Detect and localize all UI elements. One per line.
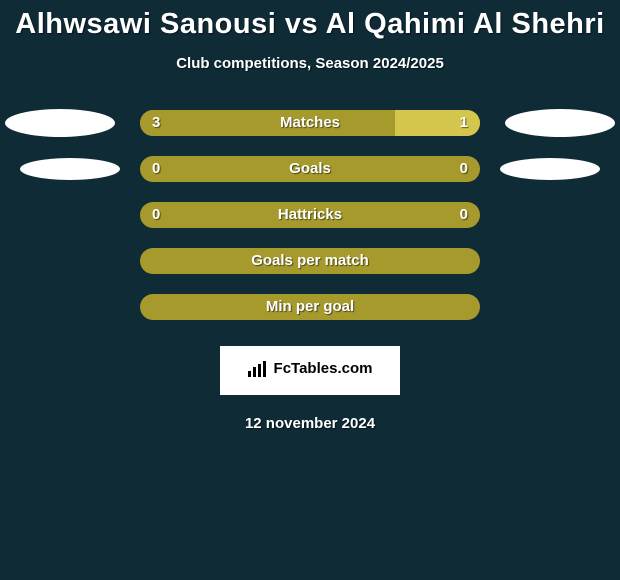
bar-track: [140, 202, 480, 228]
source-logo-text: FcTables.com: [274, 360, 373, 377]
source-logo-box: FcTables.com: [220, 346, 401, 395]
stat-row: Min per goal: [0, 294, 620, 320]
stat-row: Goals00: [0, 156, 620, 182]
stat-row: Goals per match: [0, 248, 620, 274]
player-badge-right: [505, 109, 615, 137]
bar-track: [140, 156, 480, 182]
date-text: 12 november 2024: [0, 415, 620, 432]
bar-chart-icon: [248, 361, 268, 377]
bar-track: [140, 294, 480, 320]
subtitle: Club competitions, Season 2024/2025: [0, 55, 620, 72]
stat-rows: Matches31 Goals00 Hattricks00 Goals per mat…: [0, 110, 620, 320]
bar-fill-left: [140, 110, 395, 136]
page-title: Alhwsawi Sanousi vs Al Qahimi Al Shehri: [0, 0, 620, 41]
bar-track: [140, 110, 480, 136]
comparison-infographic: Alhwsawi Sanousi vs Al Qahimi Al Shehri …: [0, 0, 620, 580]
player-badge-right: [500, 158, 600, 180]
bar-fill-right: [395, 110, 480, 136]
stat-row: Matches31: [0, 110, 620, 136]
stat-row: Hattricks00: [0, 202, 620, 228]
player-badge-left: [20, 158, 120, 180]
bar-track: [140, 248, 480, 274]
player-badge-left: [5, 109, 115, 137]
